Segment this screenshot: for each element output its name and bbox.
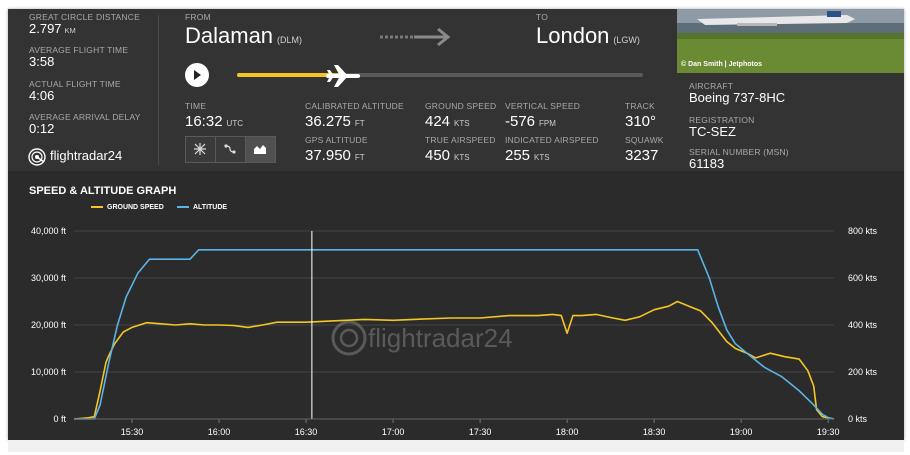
graph-view-icon bbox=[254, 145, 266, 154]
detail-label: TIME bbox=[185, 101, 207, 111]
watermark-text: flightradar24 bbox=[368, 323, 513, 353]
stat-label: ACTUAL FLIGHT TIME bbox=[29, 79, 121, 89]
watermark-radar-ring bbox=[339, 328, 359, 348]
origin-city: Dalaman (DLM) bbox=[185, 23, 303, 48]
registration-label: REGISTRATION bbox=[689, 115, 755, 125]
detail-value: 424 KTS bbox=[425, 113, 470, 130]
detail-label: TRACK bbox=[625, 101, 655, 111]
x-tick-label: 18:30 bbox=[643, 427, 666, 437]
y-left-tick-label: 10,000 ft bbox=[31, 367, 67, 377]
taskbar-strip bbox=[8, 440, 904, 452]
serial-number-value: 61183 bbox=[689, 156, 725, 171]
detail-value: 450 KTS bbox=[425, 147, 470, 164]
x-tick-label: 16:30 bbox=[295, 427, 318, 437]
route-view-icon bbox=[224, 144, 236, 154]
altitude-series-line[interactable] bbox=[74, 249, 835, 420]
detail-label: CALIBRATED ALTITUDE bbox=[305, 101, 404, 111]
ground-speed-series-line[interactable] bbox=[73, 300, 835, 420]
y-right-tick-label: 200 kts bbox=[848, 367, 878, 377]
y-left-tick-label: 30,000 ft bbox=[31, 273, 67, 283]
aircraft-photo-image bbox=[677, 9, 904, 73]
aircraft-label: AIRCRAFT bbox=[689, 81, 734, 91]
detail-label: GROUND SPEED bbox=[425, 101, 497, 111]
flight-detail-panel: GREAT CIRCLE DISTANCE 2.797 KM AVERAGE FL… bbox=[8, 9, 904, 440]
from-label: FROM bbox=[185, 12, 211, 22]
x-tick-label: 15:30 bbox=[121, 427, 144, 437]
x-tick-label: 18:00 bbox=[556, 427, 579, 437]
flight-info-header: GREAT CIRCLE DISTANCE 2.797 KM AVERAGE FL… bbox=[8, 9, 904, 171]
y-left-tick-label: 40,000 ft bbox=[31, 226, 67, 236]
map-view-button[interactable] bbox=[185, 136, 216, 163]
stat-label: AVERAGE ARRIVAL DELAY bbox=[29, 112, 141, 122]
y-right-tick-label: 400 kts bbox=[848, 320, 878, 330]
x-tick-label: 19:30 bbox=[817, 427, 840, 437]
registration-value: TC-SEZ bbox=[689, 124, 736, 139]
legend-altitude[interactable]: ALTITUDE bbox=[177, 204, 227, 211]
detail-value: 16:32 UTC bbox=[185, 113, 243, 130]
detail-value: 36.275 FT bbox=[305, 113, 365, 130]
detail-label: VERTICAL SPEED bbox=[505, 101, 581, 111]
flight-progress-bar[interactable] bbox=[237, 73, 643, 77]
map-view-icon bbox=[194, 143, 206, 155]
serial-number-label: SERIAL NUMBER (MSN) bbox=[689, 147, 789, 157]
play-button[interactable] bbox=[185, 63, 209, 87]
aircraft-value: Boeing 737-8HC bbox=[689, 90, 786, 105]
detail-label: INDICATED AIRSPEED bbox=[505, 135, 599, 145]
detail-value: -576 FPM bbox=[505, 113, 556, 130]
radar-icon bbox=[28, 148, 46, 166]
detail-value: 255 KTS bbox=[505, 147, 550, 164]
flightradar24-logo: flightradar24 bbox=[28, 148, 148, 168]
divider bbox=[158, 15, 159, 165]
x-tick-label: 19:00 bbox=[730, 427, 753, 437]
detail-label: SQUAWK bbox=[625, 135, 664, 145]
to-label: TO bbox=[536, 12, 549, 22]
destination-city: London (LGW) bbox=[536, 23, 640, 48]
y-right-tick-label: 800 kts bbox=[848, 226, 878, 236]
logo-text: flightradar24 bbox=[50, 148, 123, 163]
detail-value: 310° bbox=[625, 113, 657, 130]
detail-label: GPS ALTITUDE bbox=[305, 135, 368, 145]
stat-value: 4:06 bbox=[29, 88, 55, 103]
x-tick-label: 17:30 bbox=[469, 427, 492, 437]
route-arrow-icon bbox=[380, 27, 451, 47]
detail-label: TRUE AIRSPEED bbox=[425, 135, 496, 145]
y-left-tick-label: 20,000 ft bbox=[31, 320, 67, 330]
aircraft-photo[interactable]: © Dan Smith | Jetphotos bbox=[677, 9, 904, 73]
graph-title: SPEED & ALTITUDE GRAPH bbox=[29, 185, 177, 197]
airplane-icon[interactable] bbox=[326, 63, 360, 89]
stat-value: 0:12 bbox=[29, 121, 55, 136]
x-tick-label: 16:00 bbox=[208, 427, 231, 437]
detail-value: 37.950 FT bbox=[305, 147, 365, 164]
route-view-button[interactable] bbox=[215, 136, 246, 163]
legend-ground-speed[interactable]: GROUND SPEED bbox=[91, 204, 164, 211]
stat-label: GREAT CIRCLE DISTANCE bbox=[29, 12, 140, 22]
stat-value: 2.797 KM bbox=[29, 21, 76, 36]
flight-progress-fill bbox=[237, 73, 343, 77]
watermark-radar-icon bbox=[331, 320, 367, 356]
x-tick-label: 17:00 bbox=[382, 427, 405, 437]
y-left-tick-label: 0 ft bbox=[53, 414, 66, 424]
stat-value: 3:58 bbox=[29, 54, 55, 69]
photo-credit: © Dan Smith | Jetphotos bbox=[681, 61, 763, 68]
y-right-tick-label: 600 kts bbox=[848, 273, 878, 283]
stat-label: AVERAGE FLIGHT TIME bbox=[29, 45, 129, 55]
graph-view-button[interactable] bbox=[245, 136, 276, 163]
y-right-tick-label: 0 kts bbox=[848, 414, 868, 424]
detail-value: 3237 bbox=[625, 147, 659, 164]
speed-altitude-chart[interactable]: 0 ft 10,000 ft 20,000 ft 30,000 ft 40,000 ft… bbox=[8, 214, 904, 440]
